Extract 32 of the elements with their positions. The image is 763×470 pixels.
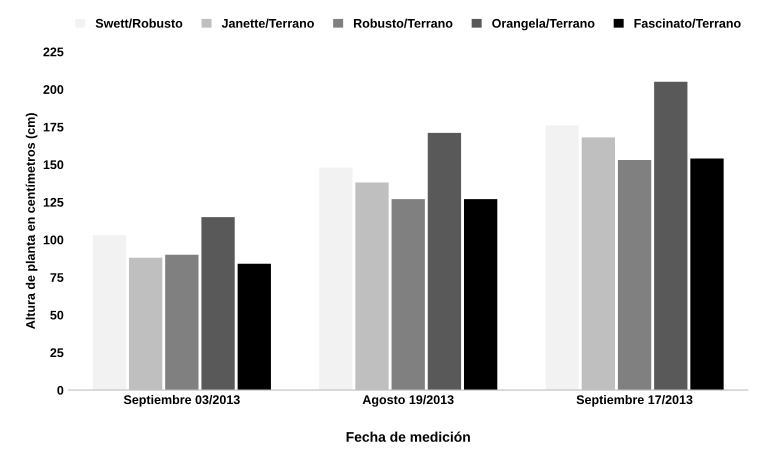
bar [690,158,724,390]
x-tick-label: Septiembre 03/2013 [124,394,240,407]
y-tick-label: 150 [44,160,64,170]
y-axis-title: Altura de planta en centímetros (cm) [26,113,38,329]
bar [464,199,498,390]
bar [618,160,652,390]
y-tick-label: 0 [57,386,64,395]
bar [201,217,235,390]
y-tick-label: 175 [44,122,64,132]
bar [238,264,271,390]
bar [654,82,688,390]
y-tick-label: 200 [43,85,64,94]
legend-label: Robusto/Terrano [354,18,452,28]
x-tick-label: Septiembre 17/2013 [576,394,692,407]
y-tick-label: 125 [44,198,64,207]
x-axis-title: Fecha de medición [346,432,470,442]
bar [92,235,126,390]
bar [165,254,199,390]
y-tick-label: 75 [50,273,64,282]
x-tick-label: Agosto 19/2013 [362,394,454,407]
legend-label: Swett/Robusto [96,18,182,28]
legend-label: Janette/Terrano [222,18,314,28]
bar [392,199,425,390]
legend-label: Orangela/Terrano [492,18,594,30]
y-tick-label: 50 [50,310,64,320]
bar [319,168,352,390]
bar [545,125,579,390]
legend-label: Fascinato/Terrano [634,18,741,28]
y-tick-label: 25 [50,348,64,358]
y-tick-label: 225 [43,48,64,56]
y-tick-label: 100 [44,236,64,244]
bar [428,132,462,390]
